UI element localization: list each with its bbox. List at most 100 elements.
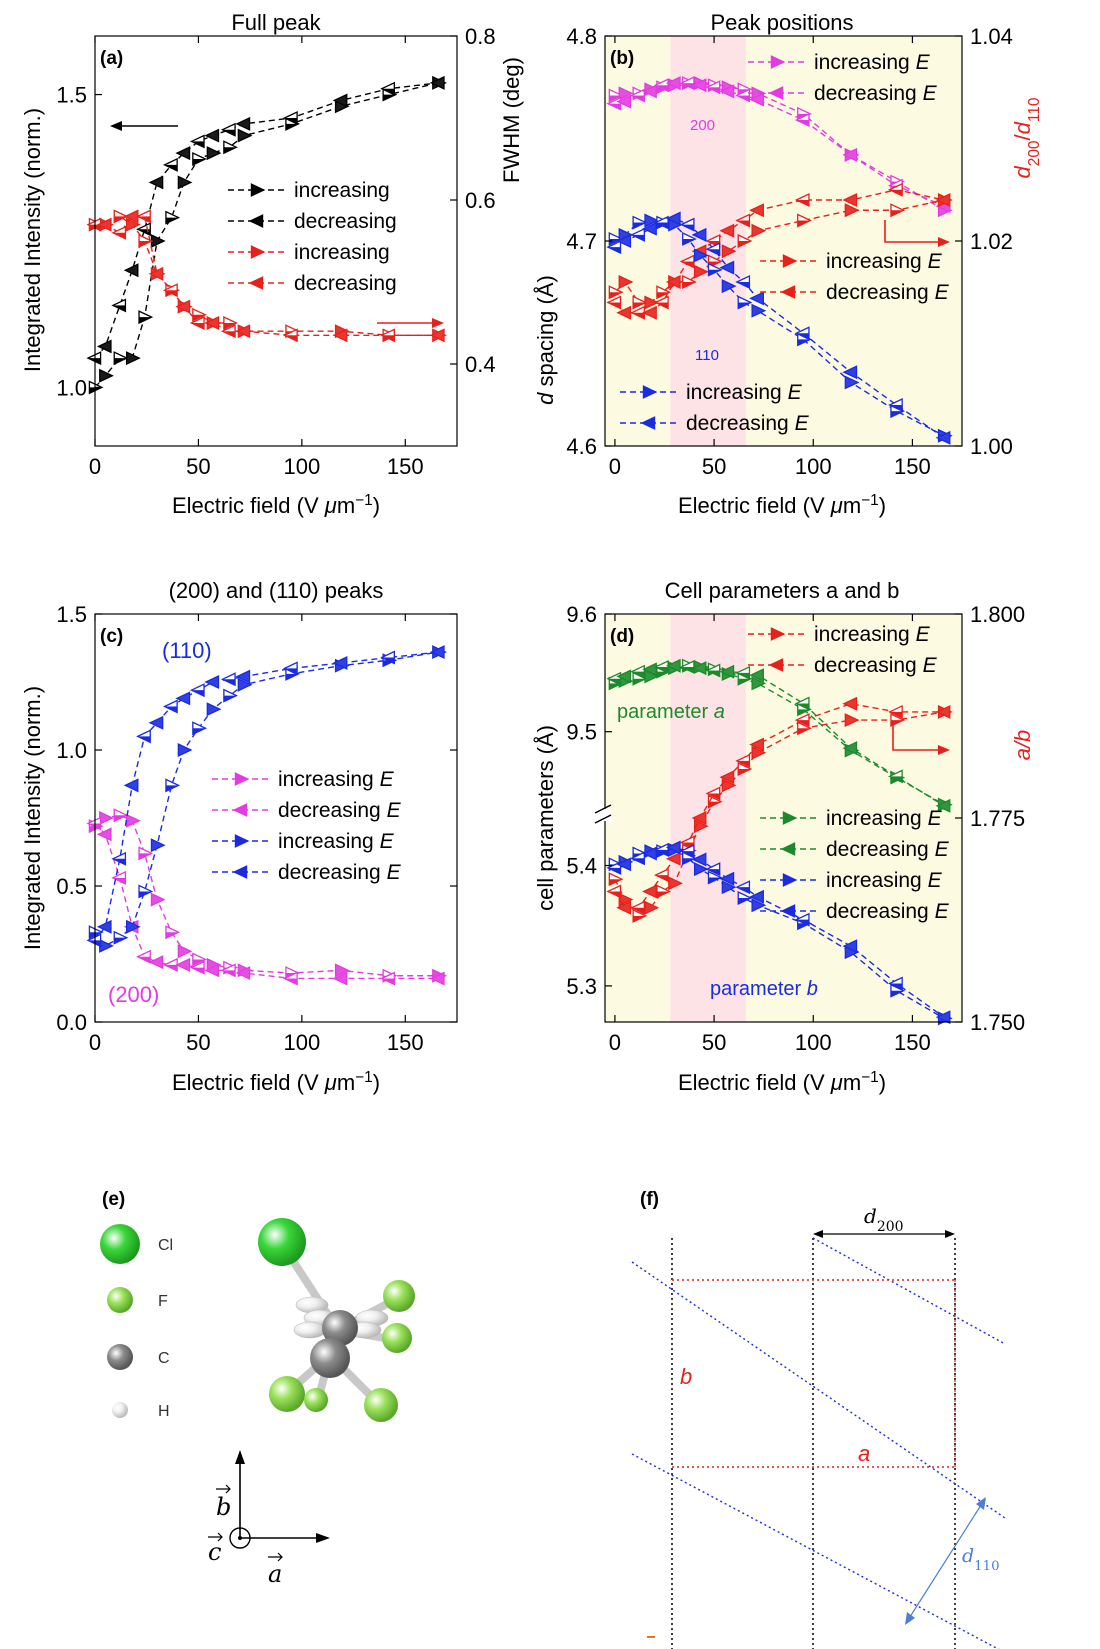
legend-symbol — [748, 658, 806, 672]
data-point — [632, 295, 648, 310]
shaded-region — [670, 614, 746, 1022]
data-point — [888, 398, 903, 412]
marker-fill — [334, 657, 347, 669]
annotation-parameter-b: parameter b — [710, 978, 818, 1000]
text-segment: E — [935, 900, 950, 923]
marker-fill — [178, 945, 191, 958]
y-tick-label: 4.8 — [566, 24, 597, 49]
marker-fill — [617, 95, 631, 108]
marker-fill — [752, 304, 765, 317]
marker-fill — [609, 683, 622, 690]
data-point — [189, 316, 205, 330]
data-point — [794, 696, 810, 711]
text-segment: decreasing — [814, 654, 923, 677]
marker-fill — [165, 785, 179, 792]
data-point — [665, 851, 681, 866]
marker-fill — [707, 793, 720, 800]
atom-legend-f-icon — [107, 1287, 133, 1313]
data-point — [693, 819, 709, 834]
text-segment: E — [380, 768, 395, 791]
text-segment: spacing (Å) — [533, 275, 558, 392]
y-tick-label: 1.0 — [56, 738, 87, 763]
b-parameter-label: b — [680, 1364, 692, 1389]
data-point — [148, 175, 164, 190]
legend-label: decreasing — [294, 272, 397, 295]
legend-label: increasing E — [278, 768, 395, 791]
marker-fill — [736, 220, 750, 227]
data-point — [844, 203, 860, 218]
text-segment: decreasing — [686, 412, 795, 435]
data-point — [691, 661, 707, 676]
data-point — [656, 884, 672, 899]
data-point — [608, 872, 624, 887]
y-tick-label-right: 1.02 — [970, 229, 1013, 254]
marker-fill — [381, 657, 395, 664]
data-point — [630, 227, 645, 242]
marker-fill — [736, 672, 750, 679]
y-tick-label: 4.7 — [566, 229, 597, 254]
y-tick-label: 1.5 — [56, 83, 87, 108]
c-axis-circle — [229, 1527, 251, 1549]
left-axis-arrow-head — [110, 121, 122, 131]
text-segment: increasing — [814, 51, 916, 74]
data-point — [749, 668, 764, 683]
marker-fill — [843, 742, 857, 755]
text-segment: ) — [373, 493, 380, 518]
text-segment: −1 — [355, 492, 373, 509]
marker-fill — [176, 147, 190, 160]
legend-symbol — [212, 803, 270, 817]
y-tick-label: 4.6 — [566, 434, 597, 459]
data-point — [737, 891, 753, 905]
annotation-parameter-a: parameter a — [617, 701, 725, 723]
marker-fill — [89, 932, 102, 939]
text-segment: a — [714, 701, 725, 723]
data-point — [844, 713, 860, 728]
data-point — [150, 234, 166, 248]
legend-marker — [782, 873, 798, 887]
data-point — [616, 234, 632, 248]
x-tick-label: 150 — [894, 454, 931, 479]
data-point — [99, 938, 114, 953]
marker-fill — [619, 228, 632, 241]
arrow-head — [938, 237, 950, 247]
legend-marker — [250, 245, 266, 259]
text-segment: 200 — [1026, 140, 1043, 166]
marker-fill — [722, 881, 735, 894]
marker-fill — [178, 176, 191, 189]
arrow-line — [884, 220, 940, 243]
text-segment: E — [923, 82, 938, 105]
marker-fill — [667, 841, 681, 854]
x-tick-label: 0 — [609, 1030, 621, 1055]
crystal-axes: bc a — [208, 1450, 330, 1588]
marker-fill — [708, 801, 722, 808]
data-point — [204, 128, 220, 143]
marker-fill — [609, 292, 622, 299]
vector-arrow-mark — [208, 1532, 223, 1542]
marker-fill — [631, 907, 645, 914]
legend-marker — [780, 285, 796, 299]
marker-fill — [656, 292, 670, 299]
data-point — [138, 234, 154, 248]
data-point — [888, 182, 903, 197]
data-point — [204, 675, 220, 689]
y-tick-label-right: 0.6 — [465, 188, 496, 213]
text-segment: m — [337, 493, 355, 518]
data-point — [653, 659, 669, 674]
text-segment: increasing — [278, 768, 380, 791]
data-point — [749, 203, 764, 218]
text-segment: μ — [324, 1070, 337, 1095]
marker-fill — [631, 671, 645, 678]
text-segment: 110 — [974, 1559, 999, 1574]
chart-panel-c: 0 50 100 150 0.0 0.5 1.0 1.5 (200) and (110) pea… — [20, 578, 458, 1095]
legend-symbol — [760, 285, 818, 299]
marker-fill — [205, 317, 219, 329]
data-point — [735, 88, 751, 103]
data-point — [237, 128, 253, 143]
marker-fill — [607, 891, 621, 898]
data-point — [282, 328, 298, 343]
marker-fill — [99, 369, 113, 382]
panel-label: (a) — [100, 48, 123, 69]
marker-fill — [192, 728, 206, 735]
axis-pointer-arrow — [884, 220, 950, 247]
data-point — [150, 892, 166, 907]
